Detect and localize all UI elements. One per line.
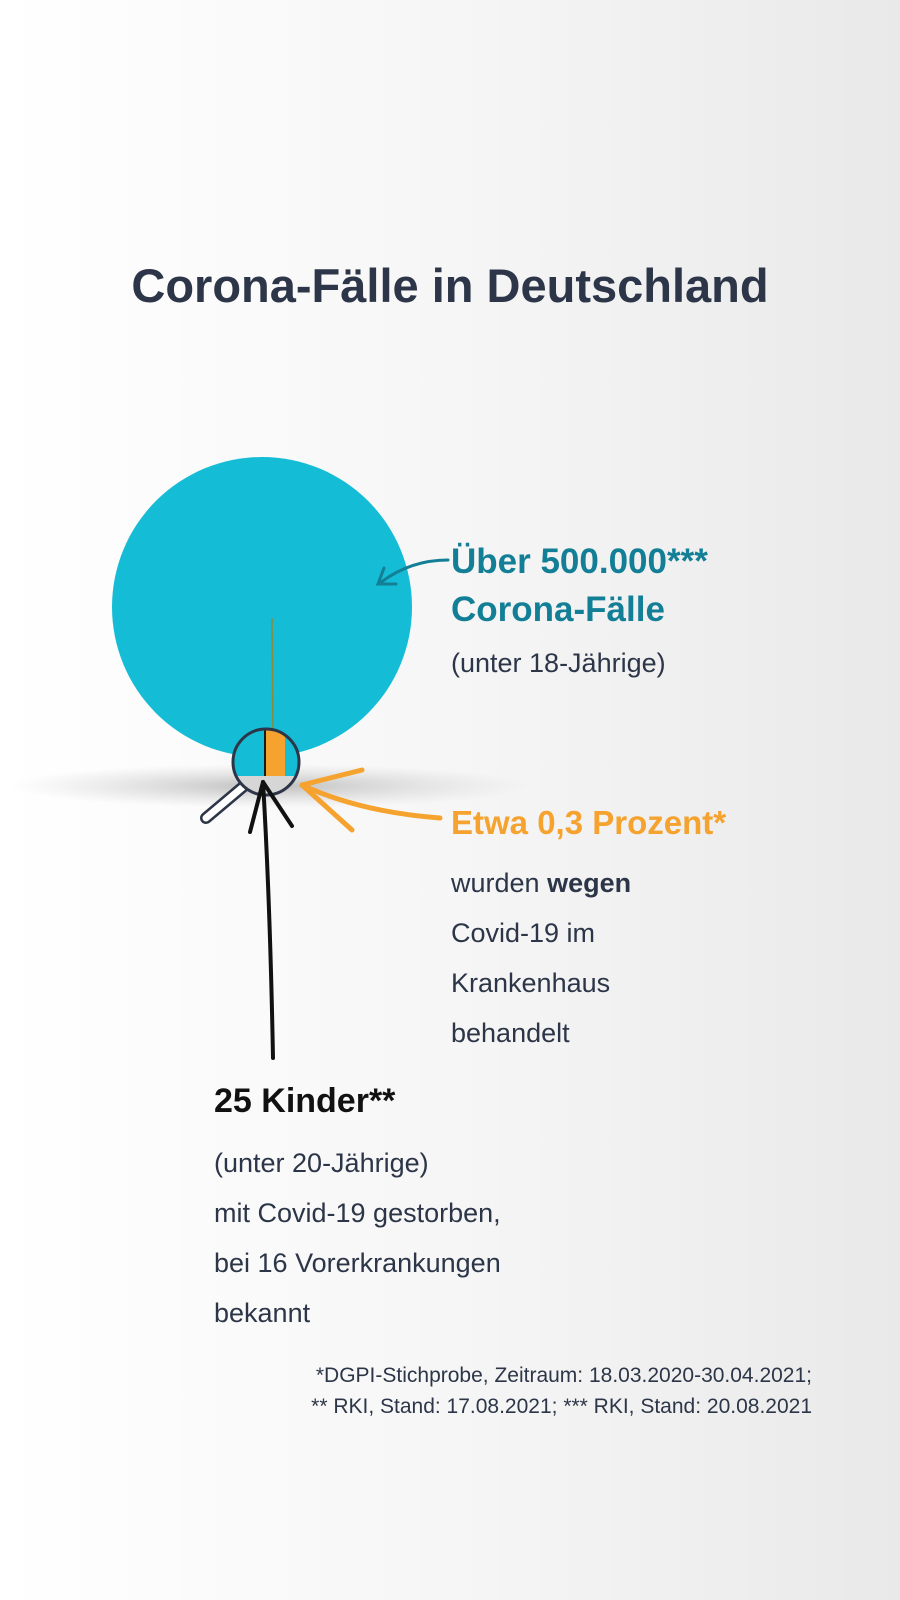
hospital-headline: Etwa 0,3 Prozent* <box>451 804 727 841</box>
deaths-text: (unter 20-Jährige) mit Covid-19 gestorbe… <box>214 1138 501 1338</box>
cases-label: Über 500.000*** Corona-Fälle <box>451 538 708 634</box>
hospital-line-1-bold: wegen <box>547 868 632 898</box>
cases-headline-2: Corona-Fälle <box>451 590 665 629</box>
hospital-line-4: behandelt <box>451 1018 570 1048</box>
cases-circle <box>112 457 412 757</box>
magnifier-icon <box>200 727 301 824</box>
hospital-line-1: wurden <box>451 868 548 898</box>
footnote-line-1: *DGPI-Stichprobe, Zeitraum: 18.03.2020-3… <box>315 1364 812 1387</box>
hospital-line-2: Covid-19 im <box>451 918 596 948</box>
deaths-line-2: mit Covid-19 gestorben, <box>214 1198 501 1228</box>
hospital-line-3: Krankenhaus <box>451 968 611 998</box>
cases-sub: (unter 18-Jährige) <box>451 648 666 678</box>
hospital-bar <box>266 729 285 776</box>
hospital-text: wurden wegen Covid-19 im Krankenhaus beh… <box>451 858 631 1058</box>
arrow-icon-cases <box>375 558 450 586</box>
deaths-line-3: bei 16 Vorerkrankungen <box>214 1248 501 1278</box>
arrow-icon-hospital <box>299 767 443 833</box>
footnote: *DGPI-Stichprobe, Zeitraum: 18.03.2020-3… <box>311 1360 812 1422</box>
page-title: Corona-Fälle in Deutschland <box>131 259 769 312</box>
deaths-line-1: (unter 20-Jährige) <box>214 1148 429 1178</box>
hospital-thin-line <box>271 617 274 741</box>
deaths-line-4: bekannt <box>214 1298 311 1328</box>
cases-headline-1: Über 500.000*** <box>451 542 708 581</box>
deaths-headline: 25 Kinder** <box>214 1082 396 1120</box>
footnote-line-2: ** RKI, Stand: 17.08.2021; *** RKI, Stan… <box>311 1395 812 1418</box>
arrow-icon-deaths <box>248 780 294 1060</box>
